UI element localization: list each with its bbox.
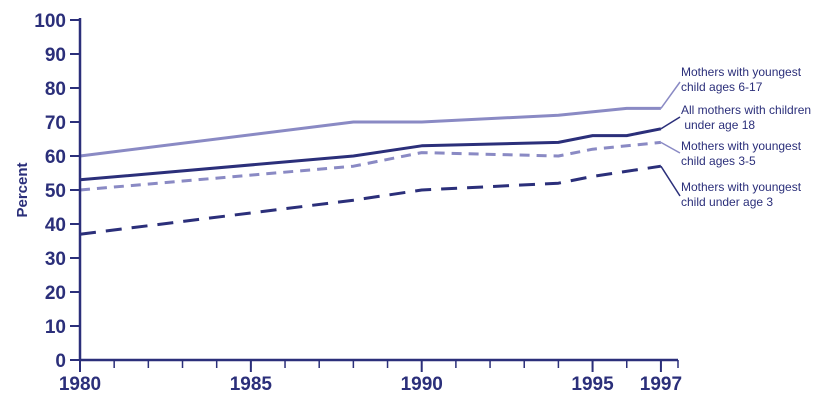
axes-layer: 0 10 20 30 40 50 60 70 80 90 100 1980 1985 1990 1995 19…	[34, 11, 682, 395]
legend-leader-3	[660, 141, 681, 154]
y-tick-label: 20	[45, 283, 66, 304]
legend-leader-4	[660, 165, 681, 197]
y-tick-label: 60	[45, 147, 66, 168]
y-tick-label: 10	[45, 317, 66, 338]
y-tick-label: 0	[55, 351, 66, 372]
series-line-3	[79, 140, 662, 192]
y-tick-label: 100	[34, 11, 66, 32]
series-line-4	[79, 164, 662, 236]
legend-label-2: All mothers with children under age 18	[681, 103, 811, 132]
legend-leader-1	[660, 81, 681, 109]
series-line-2	[79, 127, 662, 182]
y-tick-label: 80	[45, 79, 66, 100]
legend-label-1: Mothers with youngest child ages 6-17	[681, 65, 802, 94]
series-layer	[79, 106, 662, 236]
x-tick-label: 1990	[401, 374, 443, 395]
y-tick-label: 50	[45, 181, 66, 202]
x-tick-label: 1997	[640, 374, 682, 395]
legend-label-3: Mothers with youngest child ages 3-5	[681, 139, 802, 168]
y-tick-label: 90	[45, 45, 66, 66]
x-tick-label: 1980	[59, 374, 101, 395]
legend-layer: Mothers with youngest child ages 6-17 All …	[660, 65, 811, 209]
x-tick-label: 1985	[230, 374, 273, 395]
y-tick-label: 70	[45, 113, 66, 134]
series-line-1	[79, 106, 661, 158]
y-axis-label: Percent	[14, 162, 31, 217]
legend-leader-2	[660, 116, 681, 130]
legend-label-4: Mothers with youngest child under age 3	[681, 180, 802, 209]
y-tick-label: 30	[45, 249, 66, 270]
x-tick-label: 1995	[571, 374, 614, 395]
y-tick-label: 40	[45, 215, 66, 236]
